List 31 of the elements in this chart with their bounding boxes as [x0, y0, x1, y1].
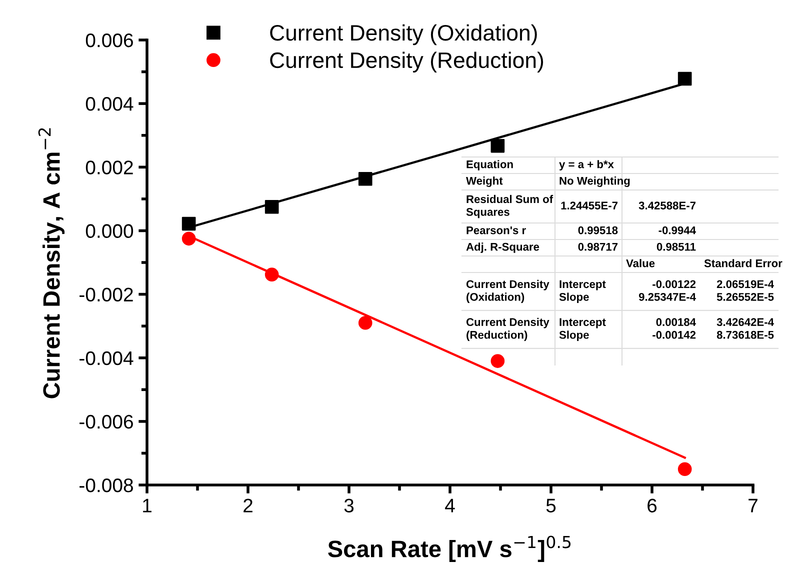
point	[490, 354, 505, 368]
point	[490, 138, 505, 153]
x-axis-title: Scan Rate [mV s$^{−1}$]$^{0.5}$	[328, 536, 571, 562]
x-tick-label: 2	[244, 498, 252, 512]
legend-label: Current Density (Oxidation)	[270, 24, 537, 46]
y-tick-label: -0.008	[80, 478, 133, 492]
y-tick-label: 0.004	[86, 97, 134, 111]
legend-label: Current Density (Reduction)	[270, 52, 544, 72]
text: Residual Sum of Squares 1.24455E-7 3.42588E-7	[466, 194, 696, 218]
point	[358, 316, 372, 330]
text: Pearson's r 0.99518 -0.9944	[466, 226, 696, 234]
point	[678, 462, 692, 476]
text: Current Density (Reduction) Intercept Slope 0.00184 -0.00142 3.42642E-4 8.73618E-5	[466, 318, 774, 341]
x-tick-label: 1	[143, 498, 152, 512]
y-tick-label: 0.006	[86, 33, 133, 48]
y-tick-label: -0.002	[80, 288, 133, 302]
x-tick-label: 4	[445, 498, 455, 512]
text: Value Standard Error	[626, 259, 782, 268]
text: Current Density (Oxidation) Intercept Slope -0.00122 9.25347E-4 2.06519E-4 5.26552E-5	[466, 280, 774, 304]
x-tick-label: 7	[748, 498, 758, 512]
text: Adj. R-Square 0.98717 0.98511	[466, 242, 696, 253]
y-tick-label: 0.002	[86, 160, 133, 174]
y-axis-title: Current Density, A cm$^{−2}$	[38, 128, 65, 398]
text: Equation y = a + b*x	[466, 160, 614, 170]
y-tick-label: 0.000	[86, 224, 134, 238]
y-tick-label: -0.004	[80, 351, 134, 366]
x-tick-label: 6	[648, 498, 657, 512]
y-tick-label: -0.006	[80, 414, 133, 429]
text: Weight No Weighting	[466, 176, 630, 187]
x-tick-label: 5	[546, 498, 556, 512]
x-tick-label: 3	[344, 498, 354, 512]
